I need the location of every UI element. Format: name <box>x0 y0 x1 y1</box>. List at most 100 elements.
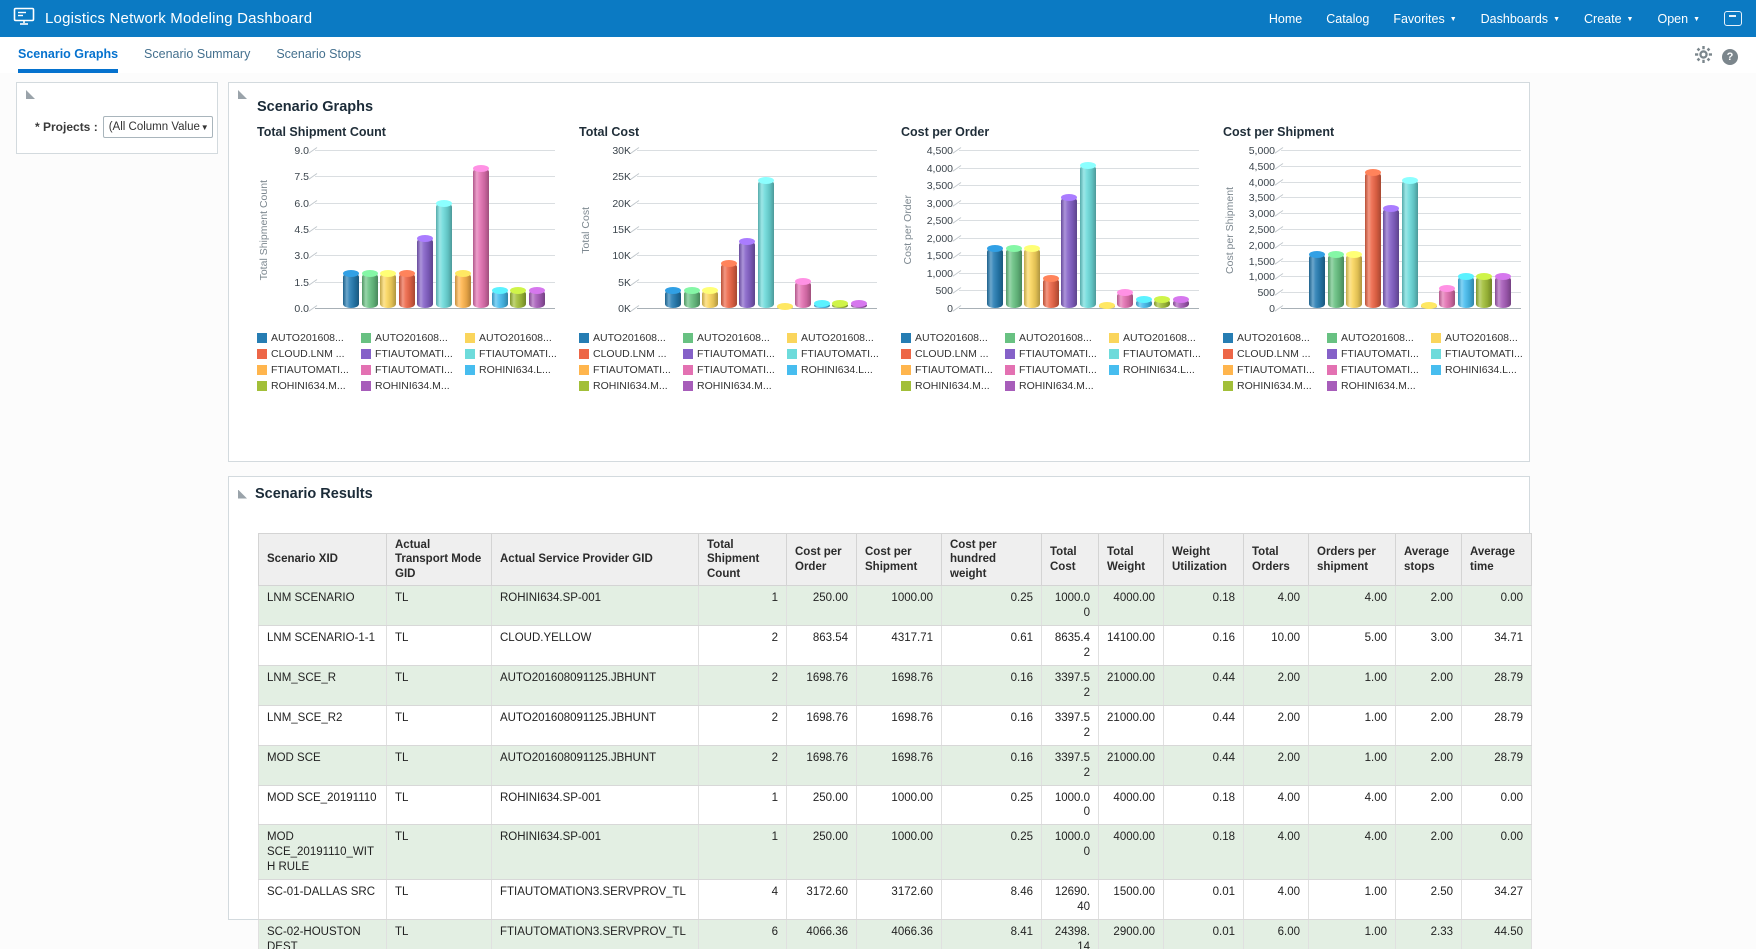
help-icon[interactable]: ? <box>1722 49 1738 65</box>
collapse-triangle-icon[interactable] <box>238 90 247 99</box>
nav-link-catalog[interactable]: Catalog <box>1326 12 1369 26</box>
bar-rohini634-l-8[interactable] <box>491 287 508 308</box>
legend-item[interactable]: AUTO201608... <box>465 331 566 344</box>
legend-item[interactable]: FTIAUTOMATI... <box>1005 347 1106 360</box>
bar-ftiautomati-6[interactable] <box>454 269 471 308</box>
bar-ftiautomati-5[interactable] <box>758 176 774 308</box>
legend-item[interactable]: ROHINI634.M... <box>361 379 462 392</box>
tab-scenario-stops[interactable]: Scenario Stops <box>276 47 362 61</box>
column-header-cost-per-order[interactable]: Cost per Order <box>786 532 857 587</box>
gear-icon[interactable] <box>1695 46 1712 68</box>
legend-item[interactable]: FTIAUTOMATI... <box>1327 347 1428 360</box>
collapse-triangle-icon[interactable] <box>238 489 247 499</box>
bar-cloud-lnm-3[interactable] <box>720 259 737 308</box>
legend-item[interactable]: ROHINI634.M... <box>1327 379 1428 392</box>
legend-item[interactable]: AUTO201608... <box>901 331 1002 344</box>
legend-item[interactable]: ROHINI634.M... <box>1223 379 1324 392</box>
legend-item[interactable]: ROHINI634.L... <box>787 363 888 376</box>
legend-item[interactable]: AUTO201608... <box>1109 331 1210 344</box>
bar-ftiautomati-7[interactable] <box>795 278 812 308</box>
bar-ftiautomati-5[interactable] <box>1402 176 1418 308</box>
tab-scenario-summary[interactable]: Scenario Summary <box>144 47 251 61</box>
column-header-average-stops[interactable]: Average stops <box>1395 532 1462 587</box>
bar-rohini634-m-9[interactable] <box>1154 296 1171 308</box>
bar-auto201608-2[interactable] <box>1024 245 1041 308</box>
bar-auto201608-2[interactable] <box>380 269 397 308</box>
legend-item[interactable]: CLOUD.LNM ... <box>257 347 358 360</box>
legend-item[interactable]: ROHINI634.M... <box>683 379 784 392</box>
bar-rohini634-m-10[interactable] <box>851 299 867 308</box>
bar-ftiautomati-6[interactable] <box>776 303 793 310</box>
column-header-cost-per-shipment[interactable]: Cost per Shipment <box>856 532 942 587</box>
legend-item[interactable]: FTIAUTOMATI... <box>683 363 784 376</box>
bar-rohini634-m-9[interactable] <box>1476 273 1493 308</box>
column-header-total-cost[interactable]: Total Cost <box>1041 532 1099 587</box>
nav-link-dashboards[interactable]: Dashboards ▼ <box>1481 12 1560 26</box>
legend-item[interactable]: FTIAUTOMATI... <box>787 347 888 360</box>
column-header-total-weight[interactable]: Total Weight <box>1098 532 1164 587</box>
bar-auto201608-1[interactable] <box>1005 245 1022 308</box>
bar-ftiautomati-6[interactable] <box>1098 301 1115 309</box>
projects-filter-select[interactable]: (All Column Value ▼ <box>102 116 213 138</box>
bar-cloud-lnm-3[interactable] <box>1364 168 1381 308</box>
bar-ftiautomati-4[interactable] <box>1383 204 1400 308</box>
legend-item[interactable]: FTIAUTOMATI... <box>1109 347 1210 360</box>
legend-item[interactable]: FTIAUTOMATI... <box>1223 363 1324 376</box>
legend-item[interactable]: ROHINI634.L... <box>465 363 566 376</box>
legend-item[interactable]: ROHINI634.M... <box>257 379 358 392</box>
collapse-triangle-icon[interactable] <box>26 90 35 99</box>
column-header-scenario-xid[interactable]: Scenario XID <box>258 532 387 587</box>
nav-link-create[interactable]: Create ▼ <box>1584 12 1633 26</box>
column-header-weight-utilization[interactable]: Weight Utilization <box>1163 532 1244 587</box>
column-header-total-orders[interactable]: Total Orders <box>1243 532 1309 587</box>
column-header-total-shipment-count[interactable]: Total Shipment Count <box>698 532 787 587</box>
legend-item[interactable]: AUTO201608... <box>257 331 358 344</box>
nav-link-open[interactable]: Open ▼ <box>1657 12 1700 26</box>
legend-item[interactable]: FTIAUTOMATI... <box>361 363 462 376</box>
legend-item[interactable]: ROHINI634.L... <box>1431 363 1532 376</box>
legend-item[interactable]: ROHINI634.M... <box>901 379 1002 392</box>
bar-ftiautomati-5[interactable] <box>436 199 452 308</box>
legend-item[interactable]: FTIAUTOMATI... <box>901 363 1002 376</box>
bar-cloud-lnm-3[interactable] <box>398 269 415 308</box>
legend-item[interactable]: AUTO201608... <box>683 331 784 344</box>
nav-link-favorites[interactable]: Favorites ▼ <box>1393 12 1456 26</box>
bar-ftiautomati-6[interactable] <box>1420 301 1437 309</box>
legend-item[interactable]: ROHINI634.M... <box>579 379 680 392</box>
bar-ftiautomati-4[interactable] <box>417 234 434 308</box>
legend-item[interactable]: ROHINI634.L... <box>1109 363 1210 376</box>
column-header-actual-service-provider-gid[interactable]: Actual Service Provider GID <box>491 532 699 587</box>
bar-ftiautomati-4[interactable] <box>1061 193 1078 308</box>
bar-ftiautomati-7[interactable] <box>473 164 490 308</box>
bar-ftiautomati-4[interactable] <box>739 238 756 308</box>
legend-item[interactable]: FTIAUTOMATI... <box>1431 347 1532 360</box>
legend-item[interactable]: FTIAUTOMATI... <box>257 363 358 376</box>
legend-item[interactable]: AUTO201608... <box>787 331 888 344</box>
legend-item[interactable]: CLOUD.LNM ... <box>1223 347 1324 360</box>
bar-auto201608-2[interactable] <box>1346 251 1363 308</box>
bar-rohini634-l-8[interactable] <box>813 299 830 308</box>
user-icon[interactable] <box>1724 11 1742 26</box>
nav-link-home[interactable]: Home <box>1269 12 1302 26</box>
bar-auto201608-1[interactable] <box>683 287 700 308</box>
bar-auto201608-1[interactable] <box>1327 251 1344 308</box>
legend-item[interactable]: FTIAUTOMATI... <box>1327 363 1428 376</box>
bar-auto201608-0[interactable] <box>665 287 681 308</box>
column-header-orders-per-shipment[interactable]: Orders per shipment <box>1308 532 1396 587</box>
legend-item[interactable]: ROHINI634.M... <box>1005 379 1106 392</box>
bar-ftiautomati-7[interactable] <box>1439 284 1456 308</box>
tab-scenario-graphs[interactable]: Scenario Graphs <box>18 37 119 73</box>
legend-item[interactable]: FTIAUTOMATI... <box>361 347 462 360</box>
column-header-actual-transport-mode-gid[interactable]: Actual Transport Mode GID <box>386 532 492 587</box>
legend-item[interactable]: AUTO201608... <box>579 331 680 344</box>
legend-item[interactable]: AUTO201608... <box>361 331 462 344</box>
legend-item[interactable]: FTIAUTOMATI... <box>683 347 784 360</box>
bar-auto201608-0[interactable] <box>1309 251 1325 308</box>
bar-rohini634-l-8[interactable] <box>1457 273 1474 308</box>
legend-item[interactable]: AUTO201608... <box>1431 331 1532 344</box>
legend-item[interactable]: CLOUD.LNM ... <box>579 347 680 360</box>
bar-auto201608-1[interactable] <box>361 269 378 308</box>
bar-rohini634-m-10[interactable] <box>1173 296 1189 308</box>
legend-item[interactable]: FTIAUTOMATI... <box>465 347 566 360</box>
bar-rohini634-m-10[interactable] <box>529 287 545 308</box>
